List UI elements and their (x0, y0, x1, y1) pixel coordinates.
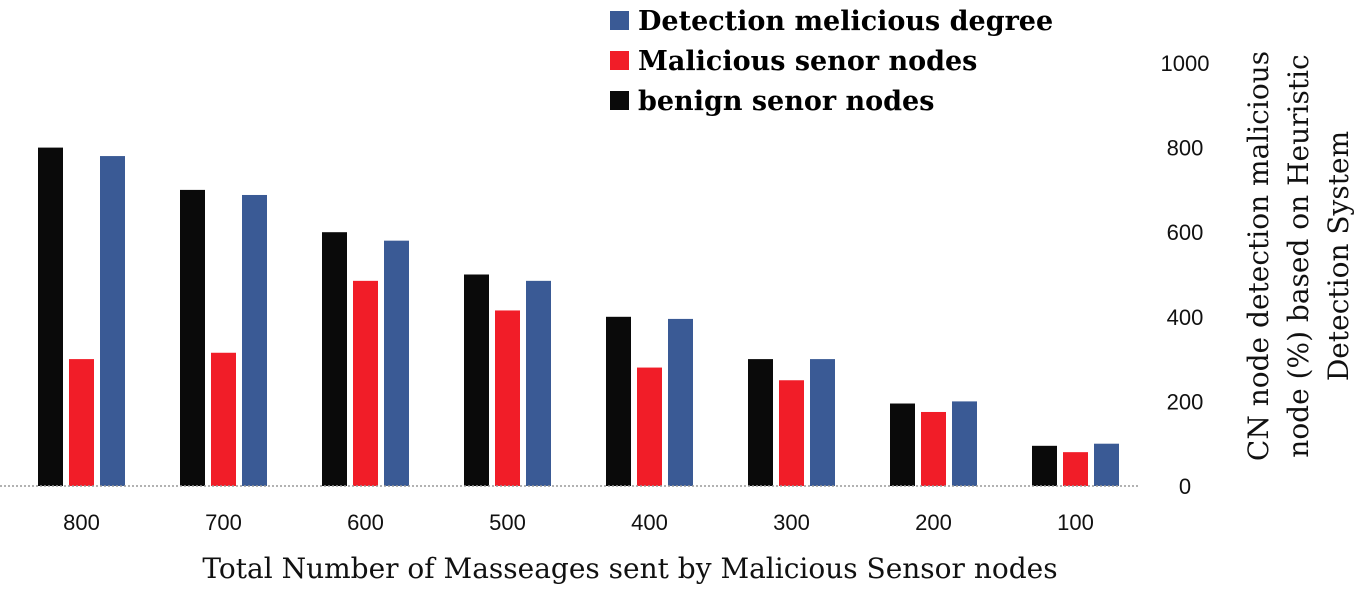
bar-benign-senor-nodes-100 (1032, 445, 1057, 486)
x-tick-label: 600 (347, 510, 384, 535)
x-tick-label: 800 (63, 510, 100, 535)
legend-label: benign senor nodes (638, 86, 934, 117)
bar-malicious-senor-nodes-400 (637, 367, 662, 486)
bar-benign-senor-nodes-400 (606, 316, 631, 486)
y-axis-title: CN node detection malicious node (%) base… (1242, 51, 1355, 461)
legend-swatch (610, 51, 629, 70)
y-tick-label: 1000 (1161, 51, 1210, 76)
y-axis-title-line: CN node detection malicious (1242, 51, 1275, 461)
legend-swatch (610, 11, 629, 30)
bar-malicious-senor-nodes-600 (353, 280, 378, 486)
x-tick-label: 300 (773, 510, 810, 535)
y-tick-label: 200 (1167, 389, 1204, 414)
x-tick-label: 700 (205, 510, 242, 535)
legend-swatch (610, 91, 629, 110)
y-tick-label: 600 (1167, 220, 1204, 245)
bar-malicious-senor-nodes-300 (779, 380, 804, 486)
y-tick-label: 0 (1179, 474, 1191, 499)
legend-label: Malicious senor nodes (638, 46, 977, 77)
y-tick-label: 400 (1167, 305, 1204, 330)
bar-malicious-senor-nodes-200 (921, 411, 946, 486)
x-tick-label: 200 (915, 510, 952, 535)
x-tick-label: 400 (631, 510, 668, 535)
x-tick-label: 100 (1057, 510, 1094, 535)
bar-detection-melicious-degree-300 (810, 359, 835, 486)
bars-group (38, 147, 1119, 486)
bar-detection-melicious-degree-500 (526, 280, 551, 486)
x-tick-label: 500 (489, 510, 526, 535)
y-axis-title-line: Detection System (1322, 131, 1355, 381)
bar-benign-senor-nodes-200 (890, 403, 915, 486)
bar-benign-senor-nodes-800 (38, 147, 63, 486)
bar-detection-melicious-degree-400 (668, 318, 693, 486)
bar-benign-senor-nodes-300 (748, 359, 773, 486)
bar-benign-senor-nodes-700 (180, 189, 205, 486)
y-tick-label: 800 (1167, 136, 1204, 161)
bar-benign-senor-nodes-500 (464, 274, 489, 486)
bar-malicious-senor-nodes-500 (495, 310, 520, 486)
bar-malicious-senor-nodes-800 (69, 359, 94, 486)
x-axis-title: Total Number of Masseages sent by Malici… (202, 552, 1057, 585)
bar-detection-melicious-degree-200 (952, 401, 977, 486)
bar-detection-melicious-degree-600 (384, 240, 409, 486)
x-tick-labels: 800 700 600 500 400 300 200 100 (63, 510, 1094, 535)
bar-malicious-senor-nodes-700 (211, 352, 236, 486)
y-axis-title-line: node (%) based on Heuristic (1282, 54, 1315, 457)
bar-detection-melicious-degree-800 (100, 156, 125, 486)
bar-malicious-senor-nodes-100 (1063, 452, 1088, 486)
bar-detection-melicious-degree-700 (242, 194, 267, 486)
legend-label: Detection melicious degree (638, 6, 1053, 37)
y-tick-labels: 0 200 400 600 800 1000 (1161, 51, 1210, 499)
bar-detection-melicious-degree-100 (1094, 443, 1119, 486)
bar-benign-senor-nodes-600 (322, 232, 347, 486)
legend: Detection melicious degree Malicious seno… (610, 6, 1053, 117)
